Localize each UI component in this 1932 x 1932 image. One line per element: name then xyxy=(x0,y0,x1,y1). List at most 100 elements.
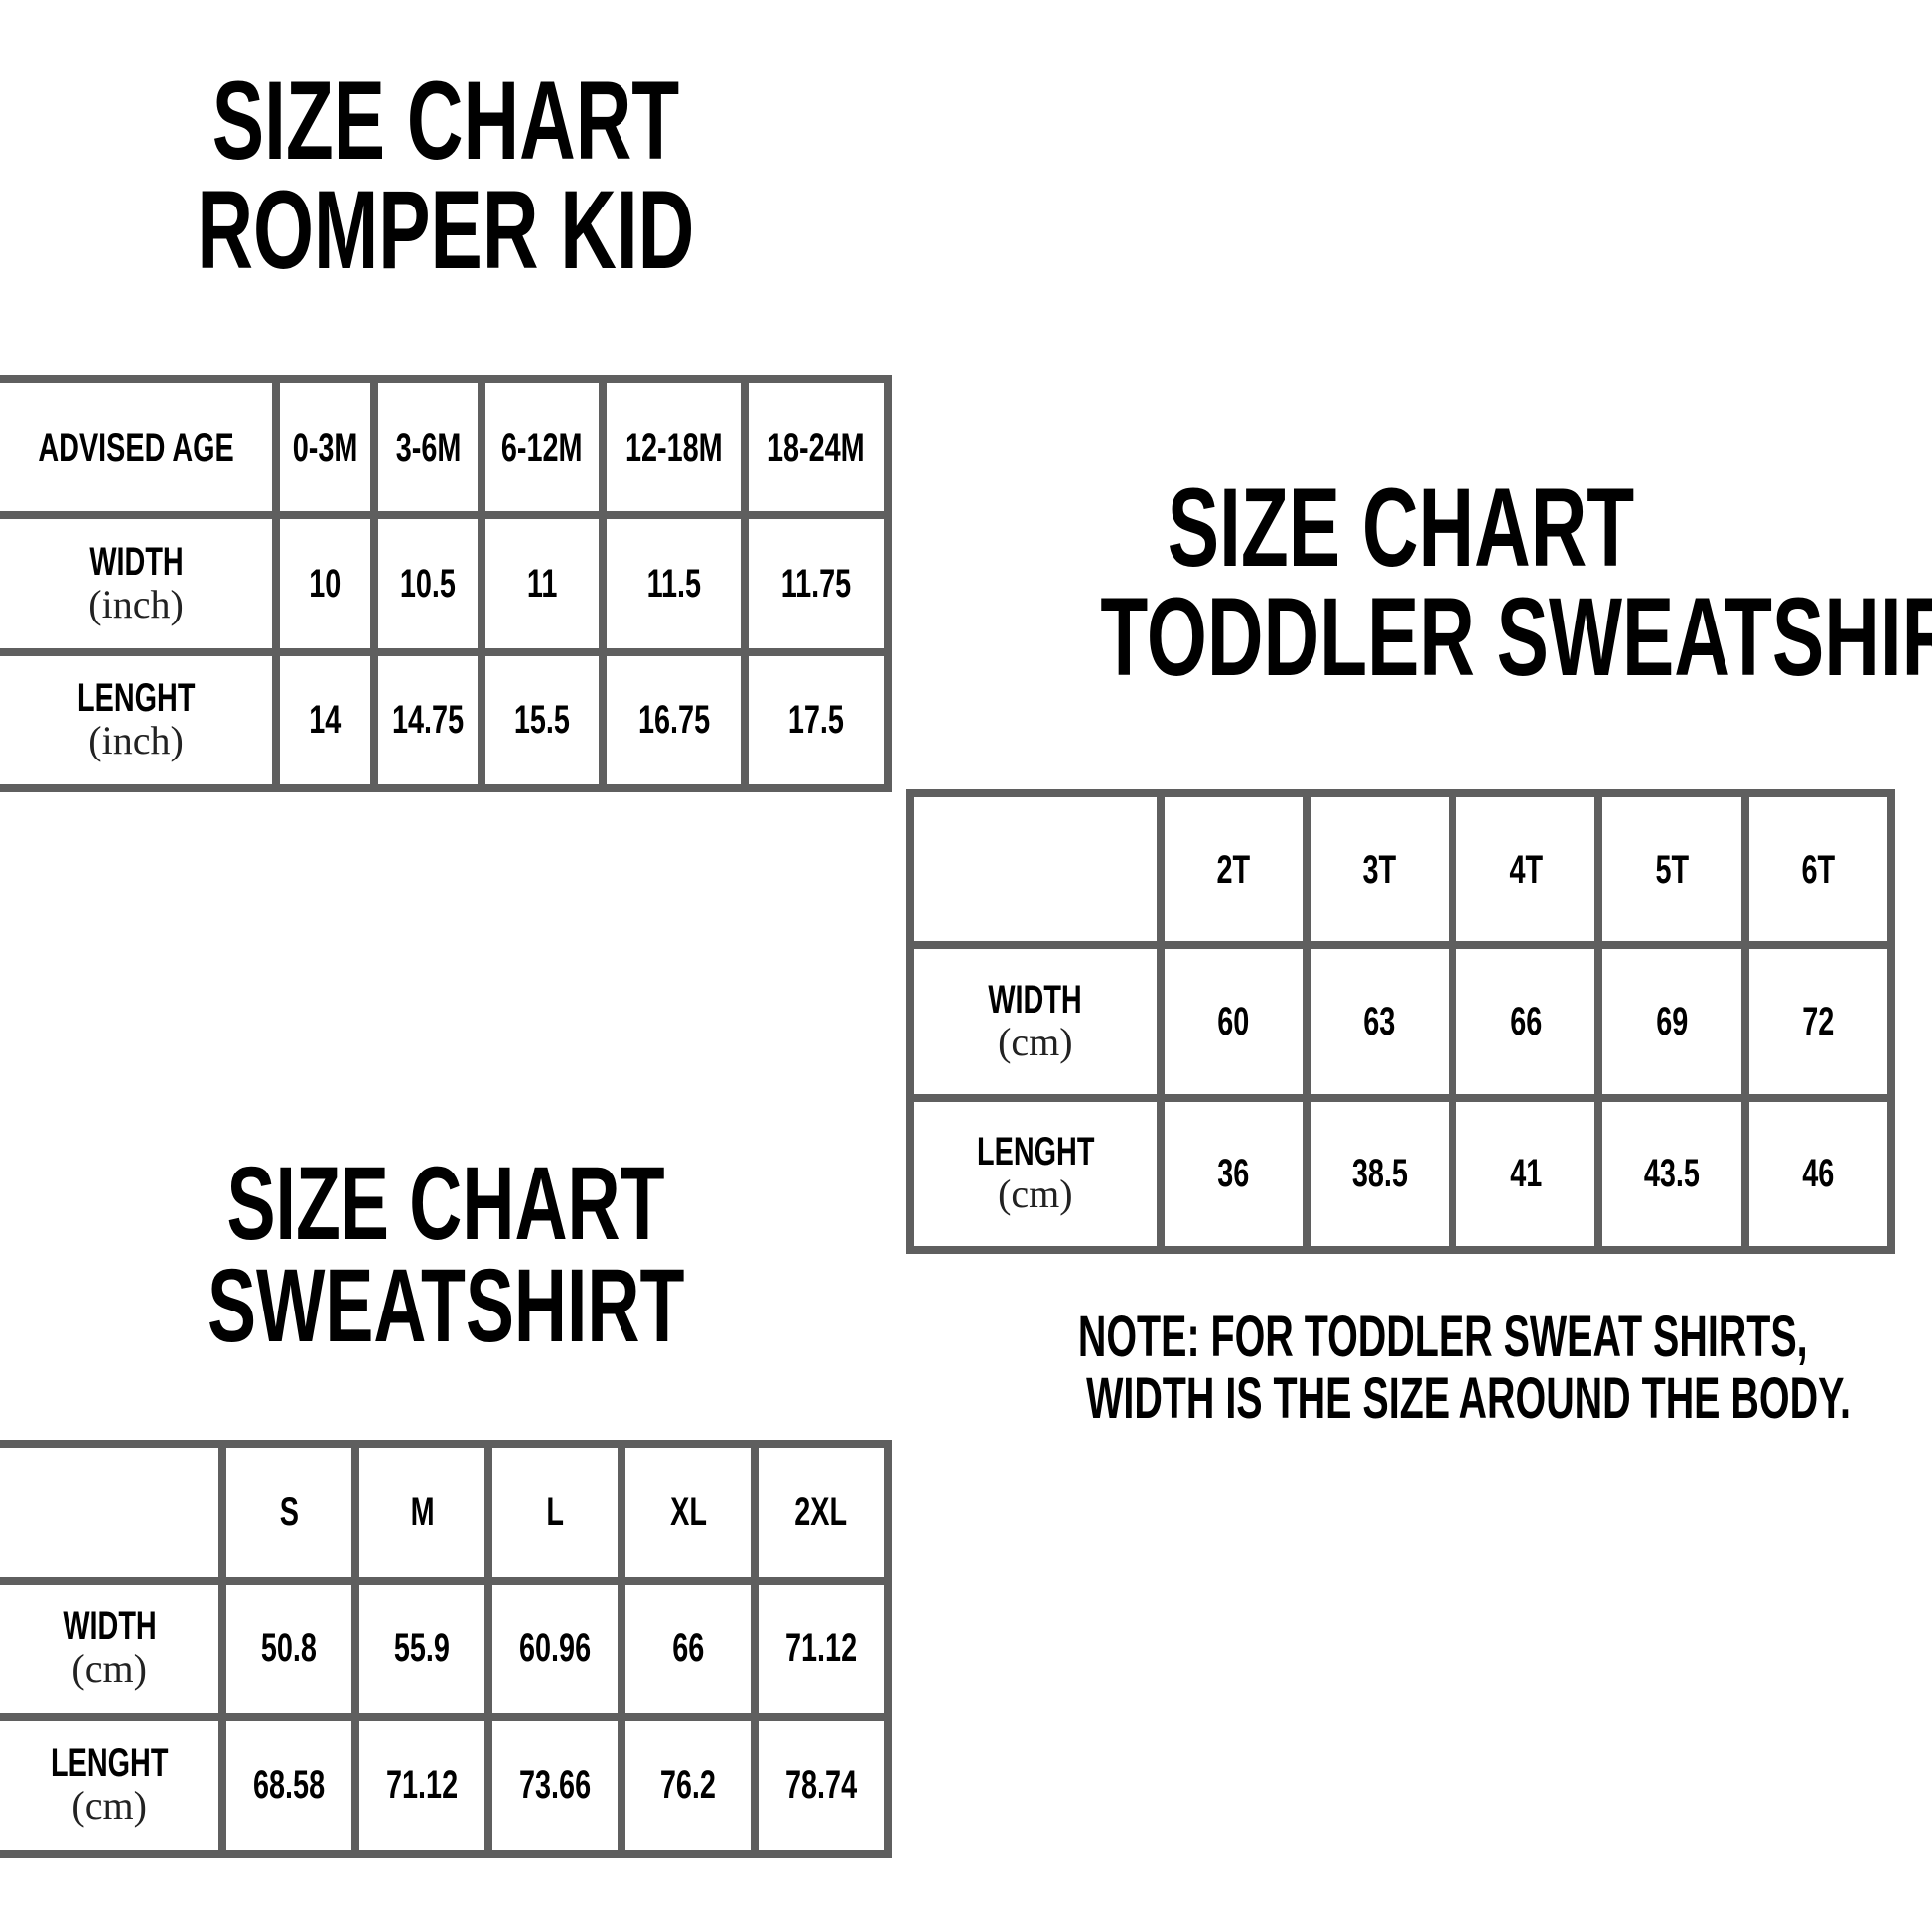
romper-title-line2: ROMPER KID xyxy=(197,168,695,292)
cell-value: 55.9 xyxy=(394,1626,451,1671)
value-cell: 69 xyxy=(1602,949,1741,1094)
cell-value: 63 xyxy=(1363,999,1396,1043)
row-label-cell: WIDTH (cm) xyxy=(0,1584,219,1714)
value-cell: 78.74 xyxy=(759,1721,884,1850)
value-cell: 11.5 xyxy=(606,519,742,648)
row-label-cell: WIDTH (cm) xyxy=(914,949,1157,1094)
value-cell: 17.5 xyxy=(749,655,885,784)
column-header-cell: 4T xyxy=(1456,797,1595,942)
row-label-cell: LENGHT (cm) xyxy=(914,1101,1157,1246)
cell-value: 10 xyxy=(309,561,342,606)
column-header: 6-12M xyxy=(501,425,583,470)
column-header: 5T xyxy=(1655,847,1689,892)
cell-value: 15.5 xyxy=(514,698,571,743)
column-header-cell: 3-6M xyxy=(378,383,479,512)
value-cell: 10 xyxy=(280,519,371,648)
column-header-cell: 18-24M xyxy=(749,383,885,512)
row-label: LENGHT xyxy=(976,1130,1095,1174)
cell-value: 69 xyxy=(1656,999,1689,1043)
value-cell: 46 xyxy=(1748,1101,1887,1246)
cell-value: 78.74 xyxy=(784,1763,858,1808)
column-header-cell: L xyxy=(492,1448,619,1577)
value-cell: 76.2 xyxy=(625,1721,752,1850)
column-header: 18-24M xyxy=(767,425,866,470)
value-cell: 60.96 xyxy=(492,1584,619,1714)
column-header-cell: S xyxy=(226,1448,352,1577)
cell-value: 43.5 xyxy=(1644,1152,1701,1196)
value-cell: 66 xyxy=(625,1584,752,1714)
value-cell: 43.5 xyxy=(1602,1101,1741,1246)
cell-value: 11 xyxy=(526,561,558,606)
column-header-cell: XL xyxy=(625,1448,752,1577)
row-unit: (cm) xyxy=(998,1172,1073,1217)
column-header: XL xyxy=(669,1489,707,1534)
row-unit: (cm) xyxy=(71,1783,147,1829)
header-label-cell: ADVISED AGE xyxy=(0,383,273,512)
cell-value: 66 xyxy=(1509,999,1542,1043)
romper-size-table: ADVISED AGE 0-3M 3-6M 6-12M 12-18M 18-24M WIDT… xyxy=(0,375,892,792)
value-cell: 36 xyxy=(1164,1101,1303,1246)
row-label-cell: LENGHT (inch) xyxy=(0,655,273,784)
cell-value: 11.75 xyxy=(780,561,852,606)
cell-value: 50.8 xyxy=(261,1626,318,1671)
column-header-cell: 2T xyxy=(1164,797,1303,942)
romper-title-line1: SIZE CHART xyxy=(211,59,680,183)
column-header: 2T xyxy=(1216,847,1251,892)
row-unit: (inch) xyxy=(88,718,184,763)
column-header-cell: M xyxy=(359,1448,485,1577)
sweatshirt-title-line1: SIZE CHART xyxy=(226,1146,665,1262)
column-header-cell: 3T xyxy=(1310,797,1449,942)
value-cell: 60 xyxy=(1164,949,1303,1094)
value-cell: 11 xyxy=(485,519,599,648)
value-cell: 72 xyxy=(1748,949,1887,1094)
column-header-cell: 2XL xyxy=(759,1448,884,1577)
value-cell: 41 xyxy=(1456,1101,1595,1246)
value-cell: 73.66 xyxy=(492,1721,619,1850)
cell-value: 60 xyxy=(1217,999,1250,1043)
column-header: 4T xyxy=(1509,847,1543,892)
row-unit: (cm) xyxy=(71,1646,147,1692)
cell-value: 76.2 xyxy=(660,1763,717,1808)
cell-value: 17.5 xyxy=(788,698,845,743)
value-cell: 14.75 xyxy=(378,655,479,784)
value-cell: 11.75 xyxy=(749,519,885,648)
column-header: 6T xyxy=(1801,847,1836,892)
header-label: ADVISED AGE xyxy=(38,425,234,470)
value-cell: 38.5 xyxy=(1310,1101,1449,1246)
toddler-note-line1: NOTE: FOR TODDLER SWEAT SHIRTS, xyxy=(1077,1305,1808,1369)
header-label-cell xyxy=(0,1448,219,1577)
cell-value: 41 xyxy=(1509,1152,1542,1196)
cell-value: 60.96 xyxy=(519,1626,592,1671)
column-header: M xyxy=(410,1489,435,1534)
cell-value: 14.75 xyxy=(392,698,465,743)
romper-title: SIZE CHART ROMPER KID xyxy=(0,66,892,286)
row-unit: (inch) xyxy=(88,581,184,626)
cell-value: 14 xyxy=(309,698,342,743)
column-header: 2XL xyxy=(794,1489,848,1534)
value-cell: 71.12 xyxy=(759,1584,884,1714)
sweatshirt-title-line2: SWEATSHIRT xyxy=(207,1248,685,1364)
row-label: WIDTH xyxy=(988,977,1083,1022)
row-unit: (cm) xyxy=(998,1019,1073,1064)
toddler-note: NOTE: FOR TODDLER SWEAT SHIRTS, WIDTH IS… xyxy=(906,1307,1909,1430)
toddler-title-line1: SIZE CHART xyxy=(1167,466,1635,590)
value-cell: 10.5 xyxy=(378,519,479,648)
cell-value: 71.12 xyxy=(784,1626,858,1671)
cell-value: 72 xyxy=(1802,999,1835,1043)
cell-value: 66 xyxy=(672,1626,705,1671)
column-header: 3T xyxy=(1362,847,1397,892)
row-label: LENGHT xyxy=(76,676,196,721)
cell-value: 68.58 xyxy=(253,1763,326,1808)
cell-value: 73.66 xyxy=(519,1763,592,1808)
cell-value: 36 xyxy=(1217,1152,1250,1196)
column-header-cell: 0-3M xyxy=(280,383,371,512)
column-header: 3-6M xyxy=(395,425,462,470)
column-header: S xyxy=(279,1489,299,1534)
column-header: 12-18M xyxy=(624,425,723,470)
row-label: WIDTH xyxy=(62,1604,157,1649)
column-header-cell: 5T xyxy=(1602,797,1741,942)
sweatshirt-size-table: S M L XL 2XL WIDTH (cm) 50.8 55.9 60.96 66 71.12 LEN… xyxy=(0,1440,892,1858)
cell-value: 46 xyxy=(1802,1152,1835,1196)
cell-value: 11.5 xyxy=(646,561,701,606)
cell-value: 10.5 xyxy=(400,561,457,606)
